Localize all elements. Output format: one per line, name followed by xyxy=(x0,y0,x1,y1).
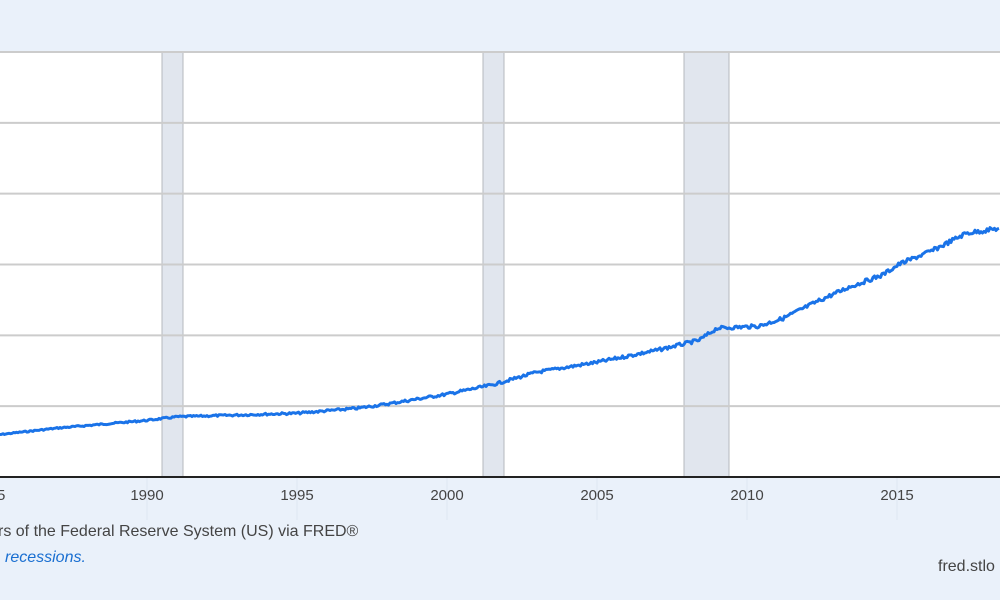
x-tick-label: 2015 xyxy=(880,487,913,504)
x-tick-label: 1990 xyxy=(130,487,163,504)
x-tick-label: 2000 xyxy=(430,487,463,504)
fred-site-link[interactable]: fred.stlo xyxy=(938,558,995,575)
line-chart: 85 1990 1995 2000 2005 2010 2015 xyxy=(0,51,1000,520)
x-tick-label: 85 xyxy=(0,487,5,504)
recessions-link[interactable]: recessions. xyxy=(5,549,86,566)
x-tick-label: 2005 xyxy=(580,487,613,504)
x-tick-label: 2010 xyxy=(730,487,763,504)
x-tick-label: 1995 xyxy=(280,487,313,504)
series-line xyxy=(0,226,1000,436)
source-note: rs of the Federal Reserve System (US) vi… xyxy=(0,523,359,540)
